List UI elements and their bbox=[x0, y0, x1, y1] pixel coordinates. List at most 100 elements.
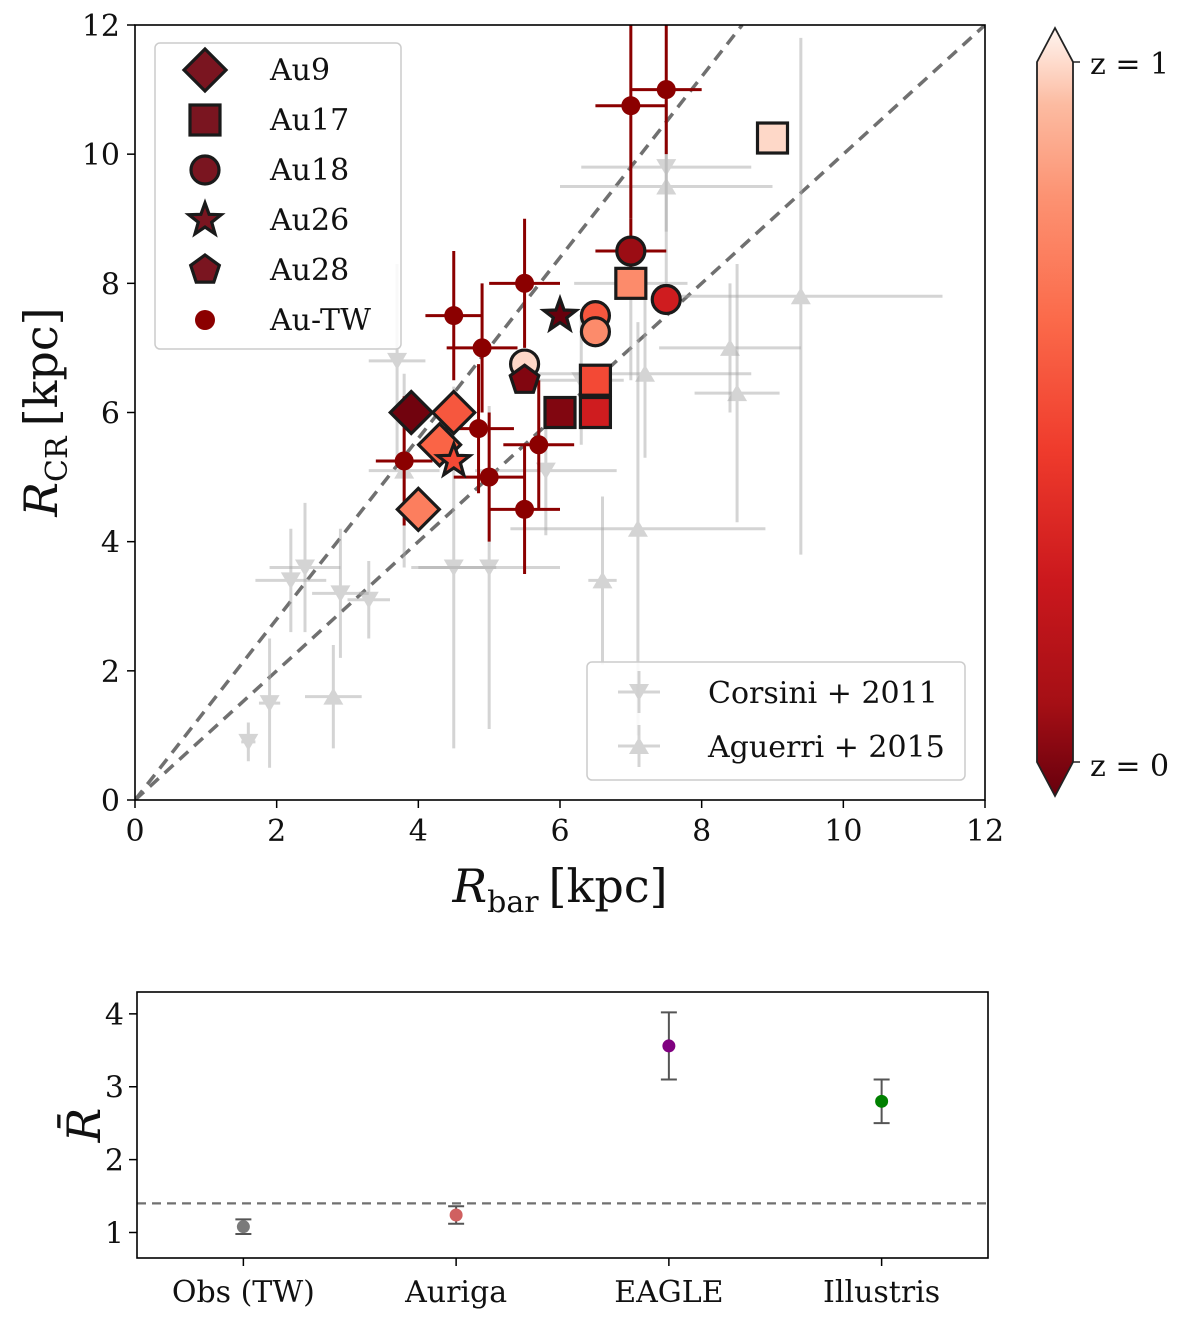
obs-legend-markers bbox=[618, 671, 660, 767]
y-tick-label: 8 bbox=[101, 267, 120, 302]
model-marker-au17 bbox=[755, 121, 790, 155]
legend-marker-square bbox=[188, 103, 222, 137]
model-marker-au9 bbox=[395, 486, 442, 533]
model-marker-au17 bbox=[543, 395, 577, 430]
corsini-point-marker bbox=[358, 591, 379, 609]
legend-marker-diamond bbox=[181, 46, 229, 94]
model-marker-au9 bbox=[387, 389, 435, 436]
y-tick-label: 6 bbox=[101, 397, 120, 432]
aguerri-point-marker bbox=[790, 287, 811, 305]
au-tw-dot bbox=[472, 338, 492, 358]
au-tw-point bbox=[595, 25, 667, 219]
corsini-point bbox=[258, 638, 281, 768]
corsini-point bbox=[269, 502, 341, 633]
model-marker-au28 bbox=[508, 363, 541, 394]
corsini-point-marker bbox=[479, 559, 500, 577]
bottom-point-obs-tw bbox=[235, 1218, 252, 1235]
model-marker-au26 bbox=[433, 439, 475, 479]
main-y-axis-label: RCR[kpc] bbox=[14, 307, 75, 517]
corsini-point bbox=[347, 561, 390, 639]
bottom-point-marker bbox=[662, 1039, 676, 1053]
bottom-point-auriga bbox=[448, 1205, 465, 1225]
aguerri-point-marker bbox=[635, 364, 655, 382]
corsini-point bbox=[255, 528, 327, 633]
legend-marker-corsini-tri bbox=[629, 684, 649, 701]
legend-marker-circle bbox=[189, 154, 221, 186]
au-tw-dot bbox=[529, 435, 549, 455]
bottom-x-ticks: Obs (TW) Auriga EAGLE Illustris bbox=[172, 1258, 940, 1310]
bottom-y-tick-label: 4 bbox=[105, 998, 124, 1033]
bottom-panel: 1 2 3 4 Obs (TW) Auriga EAGLE Illustris R̄ bbox=[56, 991, 989, 1310]
au-tw-point bbox=[489, 218, 560, 348]
colorbar-label-top: z = 1 bbox=[1090, 47, 1169, 82]
au-tw-dot bbox=[469, 419, 489, 439]
au-tw-dot bbox=[444, 306, 464, 326]
bottom-point-marker bbox=[875, 1094, 889, 1108]
bottom-point-illustris bbox=[873, 1078, 890, 1125]
aguerri-point bbox=[659, 283, 801, 413]
model-marker-au17 bbox=[614, 266, 648, 300]
aguerri-point-marker bbox=[592, 571, 613, 589]
legend-marker-star bbox=[184, 198, 226, 238]
au-tw-point bbox=[630, 25, 702, 155]
auriga-model-markers bbox=[387, 121, 790, 533]
main-x-axis-label: Rbar [kpc] bbox=[451, 859, 667, 920]
au-tw-dot bbox=[515, 499, 535, 519]
bottom-x-tick-label: Obs (TW) bbox=[172, 1275, 315, 1310]
aguerri-point bbox=[659, 37, 943, 555]
reference-lines bbox=[135, 25, 985, 800]
colorbar-label-bottom: z = 0 bbox=[1090, 749, 1169, 784]
y-tick-label: 2 bbox=[101, 655, 120, 690]
aguerri-point-marker bbox=[720, 338, 740, 356]
aguerri-point bbox=[694, 263, 780, 523]
legend-label-au28: Au28 bbox=[269, 253, 349, 288]
reference-line bbox=[135, 25, 744, 800]
colorbar: z = 1 z = 0 bbox=[1036, 26, 1169, 798]
bottom-y-tick-label: 2 bbox=[105, 1144, 124, 1179]
model-legend: Au9 Au17 Au18 Au26 Au28 Au-TW bbox=[154, 42, 402, 350]
bottom-point-marker bbox=[449, 1208, 463, 1222]
legend-label-corsini: Corsini + 2011 bbox=[708, 676, 938, 711]
corsini-point-marker bbox=[280, 572, 301, 590]
au-tw-dot bbox=[621, 96, 641, 116]
bottom-y-tick-label: 1 bbox=[105, 1216, 124, 1251]
aguerri-point-marker bbox=[727, 384, 748, 402]
y-tick-label: 0 bbox=[101, 784, 120, 819]
bottom-y-ticks: 1 2 3 4 bbox=[105, 998, 137, 1251]
corsini-point-marker bbox=[295, 559, 315, 577]
bottom-point-marker bbox=[236, 1220, 250, 1234]
legend-marker-pentagon bbox=[188, 253, 222, 284]
main-panel: 0 2 4 6 8 10 12 0 2 4 6 8 10 12 Rbar [kpc] RCR[kpc] A… bbox=[14, 9, 1004, 920]
corsini-point-marker bbox=[259, 695, 280, 713]
bottom-x-tick-label: Auriga bbox=[404, 1275, 507, 1310]
aguerri-point bbox=[305, 645, 362, 749]
x-tick-label: 0 bbox=[125, 814, 144, 849]
au-tw-dot bbox=[515, 273, 535, 293]
reference-line bbox=[135, 25, 985, 800]
bottom-x-tick-label: EAGLE bbox=[614, 1275, 723, 1310]
bottom-y-axis-label: R̄ bbox=[56, 1108, 111, 1144]
x-tick-label: 12 bbox=[966, 814, 1004, 849]
main-y-ticks: 0 2 4 6 8 10 12 bbox=[82, 9, 135, 819]
model-legend-markers bbox=[181, 46, 229, 330]
bottom-x-tick-label: Illustris bbox=[823, 1275, 940, 1310]
bottom-plot-frame bbox=[136, 991, 989, 1259]
legend-label-au9: Au9 bbox=[269, 53, 330, 88]
corsini-point-marker bbox=[387, 352, 408, 370]
au-tw-point bbox=[425, 251, 483, 381]
x-tick-label: 8 bbox=[692, 814, 711, 849]
corsini-point bbox=[312, 528, 369, 658]
model-marker-au17 bbox=[578, 363, 613, 397]
bottom-data-points bbox=[235, 1011, 890, 1235]
legend-marker-aguerri bbox=[618, 725, 660, 767]
legend-label-au-tw: Au-TW bbox=[269, 303, 371, 338]
corsini-point-marker bbox=[535, 462, 556, 480]
y-tick-label: 4 bbox=[101, 526, 120, 561]
bottom-plot-background bbox=[137, 992, 988, 1258]
model-marker-au18 bbox=[615, 235, 647, 267]
aguerri-point bbox=[588, 496, 617, 665]
main-x-ticks: 0 2 4 6 8 10 12 bbox=[125, 800, 1004, 849]
legend-label-aguerri: Aguerri + 2015 bbox=[707, 730, 945, 765]
obs-legend-box bbox=[586, 661, 966, 781]
model-marker-au9 bbox=[430, 389, 478, 436]
